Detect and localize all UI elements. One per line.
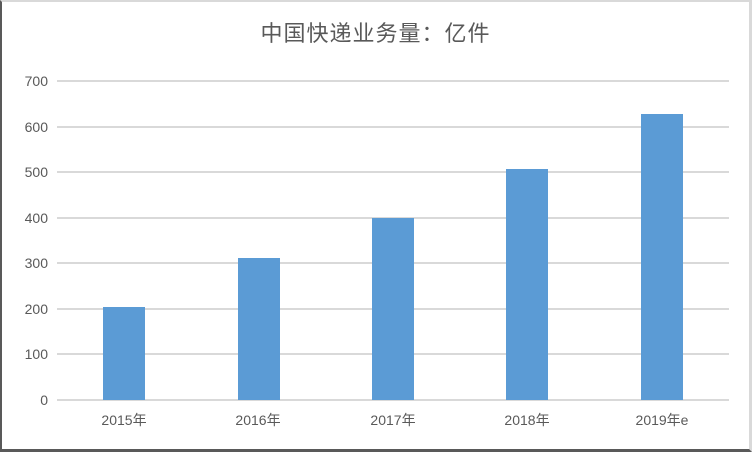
x-axis-category-label: 2017年: [370, 412, 416, 428]
bar-2015年: [103, 307, 145, 400]
y-axis-tick-label: 0: [40, 392, 48, 408]
gridline: [57, 171, 729, 173]
y-axis-tick-label: 100: [24, 346, 48, 362]
x-axis-category-label: 2015年: [101, 412, 147, 428]
y-axis-tick-label: 300: [24, 255, 48, 271]
x-axis-category-label: 2019年e: [635, 412, 689, 428]
y-axis-tick-label: 600: [24, 119, 48, 135]
x-axis-category-label: 2018年: [504, 412, 550, 428]
x-axis-category-label: 2016年: [235, 412, 281, 428]
gridline: [57, 126, 729, 128]
bar-2019年e: [641, 114, 683, 400]
y-axis-tick-label: 200: [24, 301, 48, 317]
y-axis-tick-label: 700: [24, 73, 48, 89]
bar-2016年: [238, 258, 280, 400]
x-axis-line: [57, 399, 729, 401]
chart-title: 中国快递业务量：亿件: [260, 21, 491, 46]
y-axis-tick-label: 500: [24, 164, 48, 180]
gridline: [57, 80, 729, 82]
bar-2017年: [372, 218, 414, 400]
y-axis-tick-label: 400: [24, 210, 48, 226]
bar-2018年: [506, 169, 548, 400]
